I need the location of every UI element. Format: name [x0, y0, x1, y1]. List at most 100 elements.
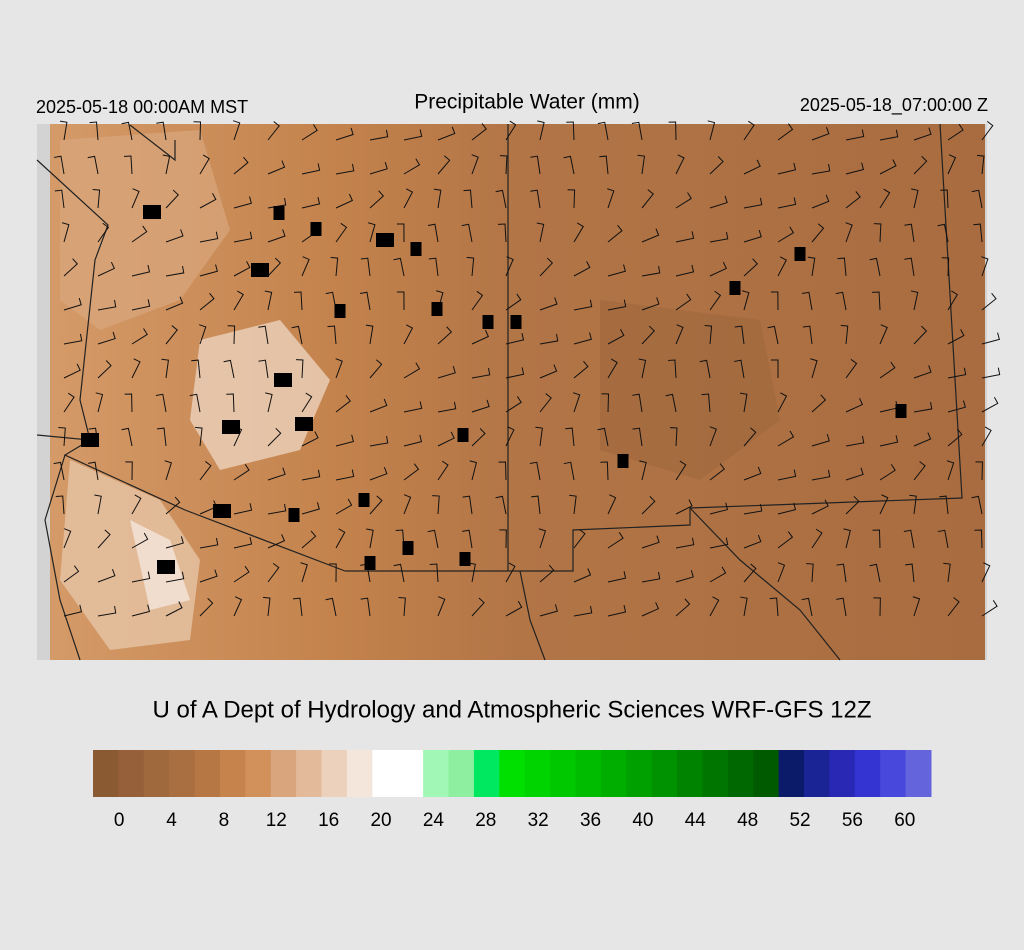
- wind-barb: [981, 426, 992, 447]
- wind-barb: [199, 324, 207, 345]
- wind-barb: [536, 222, 545, 243]
- wind-barb: [495, 189, 507, 209]
- wind-barb: [369, 495, 383, 515]
- wind-barb: [811, 469, 831, 481]
- colorbar-tick-label: 20: [370, 810, 391, 831]
- wind-barb: [403, 129, 423, 141]
- wind-barb: [301, 256, 310, 277]
- wind-barb: [265, 392, 273, 413]
- wind-barb: [733, 359, 745, 379]
- map: [36, 120, 1001, 661]
- wind-barb: [369, 398, 388, 413]
- wind-barb: [462, 495, 473, 515]
- wind-barb: [981, 120, 994, 141]
- station-box: [459, 552, 471, 566]
- colorbar-swatch: [270, 750, 297, 797]
- wind-barb: [811, 126, 830, 141]
- wind-barb: [335, 469, 355, 481]
- wind-barb: [156, 427, 167, 447]
- wind-barb: [131, 264, 151, 277]
- wind-barb: [199, 597, 214, 617]
- wind-barb: [879, 159, 897, 175]
- wind-barb: [61, 222, 70, 243]
- wind-barb: [641, 325, 655, 345]
- wind-barb: [529, 461, 541, 481]
- station-value: 8: [460, 427, 467, 441]
- wind-barb: [258, 359, 269, 379]
- wind-barb: [811, 223, 825, 243]
- wind-barb: [565, 427, 575, 447]
- wind-barb: [539, 393, 552, 413]
- wind-barb: [335, 498, 353, 515]
- station: 12: [213, 503, 231, 518]
- wind-barb: [981, 562, 991, 583]
- wind-barb: [498, 461, 507, 481]
- wind-barb: [811, 194, 830, 209]
- wind-barb: [607, 571, 627, 583]
- wind-barb: [131, 328, 148, 345]
- wind-barb: [365, 324, 374, 345]
- wind-barb: [709, 231, 729, 243]
- station-box: [364, 556, 376, 570]
- colorbar-tick-label: 4: [166, 810, 177, 831]
- station-value: 16: [159, 559, 173, 573]
- wind-barb: [777, 162, 797, 175]
- wind-barb: [872, 291, 881, 311]
- wind-barb: [537, 120, 545, 141]
- colorbar-swatch: [677, 750, 703, 797]
- wind-barb: [359, 291, 371, 311]
- wind-barb: [199, 154, 210, 175]
- colorbar-swatch: [423, 750, 450, 797]
- wind-barb: [267, 257, 282, 277]
- wind-barb: [63, 528, 72, 549]
- wind-barb: [641, 265, 661, 277]
- wind-barb: [369, 129, 389, 141]
- wind-barb: [639, 460, 647, 481]
- wind-barb: [360, 597, 371, 617]
- station: 3: [729, 280, 741, 295]
- station-value: 16: [224, 419, 238, 433]
- wind-barb: [165, 229, 184, 243]
- wind-barb: [428, 257, 439, 277]
- wind-barb: [301, 502, 320, 515]
- station: 7: [431, 301, 443, 316]
- wind-barb: [327, 325, 337, 345]
- wind-barb: [947, 400, 966, 413]
- colorbar-swatch: [727, 750, 754, 797]
- colorbar-swatch: [143, 750, 170, 797]
- wind-barb: [675, 192, 692, 209]
- wind-barb: [777, 256, 787, 277]
- wind-barb: [471, 399, 490, 413]
- wind-barb: [879, 324, 888, 345]
- wind-barb: [539, 297, 558, 311]
- wind-barb: [709, 537, 729, 549]
- wind-barb: [981, 292, 997, 311]
- wind-barb: [675, 293, 692, 311]
- wind-barb: [505, 332, 525, 345]
- wind-barb: [913, 365, 932, 379]
- wind-barb: [462, 529, 473, 549]
- wind-barb: [632, 427, 643, 447]
- station: 15: [274, 372, 292, 387]
- wind-barb: [845, 435, 865, 447]
- wind-barb: [267, 562, 280, 583]
- station-value: 5: [405, 540, 412, 554]
- station: 9: [310, 221, 322, 236]
- wind-barb: [437, 326, 453, 345]
- colorbar-swatch: [219, 750, 246, 797]
- colorbar-swatch: [804, 750, 830, 797]
- wind-barb: [607, 224, 623, 243]
- wind-barb: [131, 299, 151, 311]
- wind-barb: [403, 463, 420, 481]
- wind-barb: [199, 264, 218, 277]
- wind-barb: [740, 596, 748, 617]
- station: 3: [794, 246, 806, 261]
- wind-barb: [89, 121, 99, 141]
- wind-barb: [471, 367, 491, 379]
- wind-barb: [879, 361, 896, 379]
- station: 6: [482, 314, 494, 329]
- wind-barb: [913, 432, 932, 447]
- wind-barb: [675, 570, 694, 583]
- wind-barb: [59, 120, 68, 141]
- wind-barb: [396, 291, 405, 311]
